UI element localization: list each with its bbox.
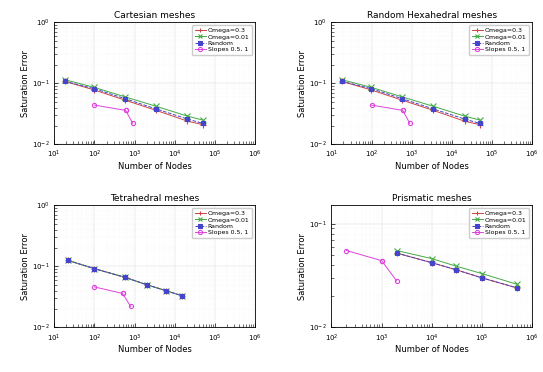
X-axis label: Number of Nodes: Number of Nodes xyxy=(118,345,192,354)
Legend: Omega=0.3, Omega=0.01, Random, Slopes 0.5, 1: Omega=0.3, Omega=0.01, Random, Slopes 0.… xyxy=(469,25,529,55)
Title: Random Hexahedral meshes: Random Hexahedral meshes xyxy=(367,11,497,20)
Y-axis label: Saturation Error: Saturation Error xyxy=(21,233,30,300)
Legend: Omega=0.3, Omega=0.01, Random, Slopes 0.5, 1: Omega=0.3, Omega=0.01, Random, Slopes 0.… xyxy=(469,208,529,238)
Y-axis label: Saturation Error: Saturation Error xyxy=(21,50,30,117)
Legend: Omega=0.3, Omega=0.01, Random, Slopes 0.5, 1: Omega=0.3, Omega=0.01, Random, Slopes 0.… xyxy=(192,208,252,238)
Title: Cartesian meshes: Cartesian meshes xyxy=(114,11,195,20)
X-axis label: Number of Nodes: Number of Nodes xyxy=(395,345,469,354)
X-axis label: Number of Nodes: Number of Nodes xyxy=(118,162,192,171)
X-axis label: Number of Nodes: Number of Nodes xyxy=(395,162,469,171)
Title: Tetrahedral meshes: Tetrahedral meshes xyxy=(110,194,199,203)
Legend: Omega=0.3, Omega=0.01, Random, Slopes 0.5, 1: Omega=0.3, Omega=0.01, Random, Slopes 0.… xyxy=(192,25,252,55)
Title: Prismatic meshes: Prismatic meshes xyxy=(392,194,471,203)
Y-axis label: Saturation Error: Saturation Error xyxy=(299,233,307,300)
Y-axis label: Saturation Error: Saturation Error xyxy=(299,50,307,117)
